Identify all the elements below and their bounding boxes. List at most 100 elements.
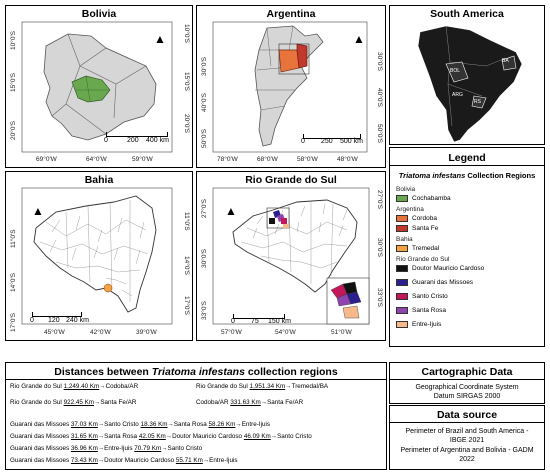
south-america-title: South America [430, 8, 504, 20]
argentina-title: Argentina [266, 8, 316, 20]
legend-item: Cochabamba [396, 195, 451, 202]
y-coord: 10°0'S [10, 30, 17, 50]
y-coord: 50°0'S [201, 128, 208, 148]
scale-label: 500 km [340, 138, 363, 145]
y-coord: 14°0'S [10, 272, 17, 292]
scale-label: 150 km [268, 318, 291, 325]
legend-item: Cordoba [396, 215, 437, 222]
y-coord: 15°0'S [10, 72, 17, 92]
x-coord: 58°0'W [297, 156, 318, 163]
rs-panel: Rio Grande do Sul ▲ 57°0'W 54°0'W 51°0'W… [196, 171, 386, 341]
x-coord: 42°0'W [90, 329, 111, 336]
source-title: Data source [436, 409, 498, 421]
distances-panel: Distances between Triatoma infestans col… [5, 362, 387, 470]
bahia-map [21, 187, 173, 325]
legend-group-label: Argentina [396, 206, 424, 213]
y-coord: 14°0'S [183, 256, 190, 276]
legend-panel: Legend Triatoma infestans Collection Reg… [389, 147, 545, 347]
bolivia-map [21, 21, 173, 153]
south-america-map [417, 25, 523, 143]
scale-label: 0 [104, 137, 108, 144]
source-panel: Data source Perimeter of Brazil and Sout… [389, 405, 545, 470]
north-arrow-icon: ▲ [154, 32, 166, 46]
distance-chain: Guarani das Missoes 73.43 Km→Doutor Maur… [10, 457, 238, 464]
y-coord: 15°0'S [183, 72, 190, 92]
legend-item: Doutor Mauricio Cardoso [396, 265, 484, 272]
distance-chain: Guarani das Missoes 31.65 Km→Santa Rosa … [10, 433, 312, 440]
region-label: RS [474, 99, 481, 105]
scale-bar [233, 314, 285, 319]
legend-group-label: Rio Grande do Sul [396, 256, 450, 263]
x-coord: 48°0'W [337, 156, 358, 163]
source-line: 2022 [459, 456, 475, 463]
scale-label: 0 [30, 317, 34, 324]
scale-bar [32, 312, 82, 317]
y-coord: 20°0'S [10, 120, 17, 140]
scale-label: 400 km [146, 137, 169, 144]
y-coord: 33°0'S [201, 300, 208, 320]
x-coord: 64°0'W [86, 156, 107, 163]
legend-item: Santa Rosa [396, 307, 446, 314]
y-coord: 50°0'S [376, 124, 383, 144]
source-line: IBGE 2021 [449, 437, 485, 444]
distance-row: Rio Grande do Sul 1,951.34 Km→Tremedal/B… [196, 383, 329, 390]
x-coord: 39°0'W [136, 329, 157, 336]
y-coord: 33°0'S [376, 288, 383, 308]
y-coord: 10°0'S [183, 24, 190, 44]
cartographic-line: Datum SIRGAS 2000 [433, 393, 501, 400]
scale-label: 120 [48, 317, 60, 324]
legend-item: Santo Cristo [396, 293, 448, 300]
x-coord: 45°0'W [44, 329, 65, 336]
distances-title: Distances between Triatoma infestans col… [54, 366, 338, 378]
x-coord: 59°0'W [132, 156, 153, 163]
bolivia-panel: Bolivia ▲ 69°0'W 64°0'W 59°0'W 10°0'S 15… [5, 5, 193, 168]
x-coord: 69°0'W [36, 156, 57, 163]
y-coord: 30°0'S [376, 52, 383, 72]
distance-chain: Guarani das Missoes 37.03 Km→Santo Crist… [10, 421, 271, 428]
region-label: ARG [452, 92, 463, 98]
region-label: BOL [450, 68, 461, 74]
cartographic-title: Cartographic Data [421, 366, 513, 378]
y-coord: 20°0'S [183, 114, 190, 134]
north-arrow-icon: ▲ [225, 204, 237, 218]
scale-label: 75 [251, 318, 259, 325]
rs-map [212, 187, 370, 325]
scale-bar [106, 132, 168, 137]
legend-item: Entre-Ijuis [396, 321, 441, 328]
y-coord: 30°0'S [201, 248, 208, 268]
distance-row: Rio Grande do Sul 922.45 Km→Santa Fe/AR [10, 399, 137, 406]
scale-label: 200 [127, 137, 139, 144]
legend-subtitle: Triatoma infestans Collection Regions [398, 171, 536, 180]
x-coord: 78°0'W [217, 156, 238, 163]
x-coord: 68°0'W [257, 156, 278, 163]
scale-label: 0 [301, 138, 305, 145]
scale-label: 250 [321, 138, 333, 145]
region-label: BA [502, 58, 509, 64]
legend-title: Legend [448, 152, 486, 164]
y-coord: 40°0'S [201, 92, 208, 112]
y-coord: 17°0'S [183, 296, 190, 316]
legend-item: Tremedal [396, 245, 439, 252]
cartographic-line: Geographical Coordinate System [415, 384, 519, 391]
legend-item: Guarani das Missoes [396, 279, 473, 286]
bahia-title: Bahia [84, 174, 114, 186]
distance-row: Rio Grande do Sul 1,249.40 Km→Codoba/AR [10, 383, 139, 390]
cartographic-panel: Cartographic Data Geographical Coordinat… [389, 362, 545, 404]
distance-row: Codoba/AR 331.63 Km→Santa Fe/AR [196, 399, 304, 406]
north-arrow-icon: ▲ [32, 204, 44, 218]
legend-group-label: Bahia [396, 236, 413, 243]
x-coord: 57°0'W [221, 329, 242, 336]
scale-label: 0 [231, 318, 235, 325]
y-coord: 17°0'S [10, 312, 17, 332]
x-coord: 51°0'W [331, 329, 352, 336]
source-line: Perimeter of Argentina and Bolivia - GAD… [400, 447, 534, 454]
bahia-panel: Bahia ▲ 45°0'W 42°0'W 39°0'W 11°0'S 14°0… [5, 171, 193, 341]
north-arrow-icon: ▲ [353, 32, 365, 46]
y-coord: 11°0'S [10, 229, 17, 248]
y-coord: 30°0'S [376, 238, 383, 258]
scale-label: 240 km [66, 317, 89, 324]
y-coord: 27°0'S [376, 190, 383, 210]
argentina-map [212, 21, 368, 153]
y-coord: 40°0'S [376, 88, 383, 108]
scale-bar [303, 134, 361, 139]
